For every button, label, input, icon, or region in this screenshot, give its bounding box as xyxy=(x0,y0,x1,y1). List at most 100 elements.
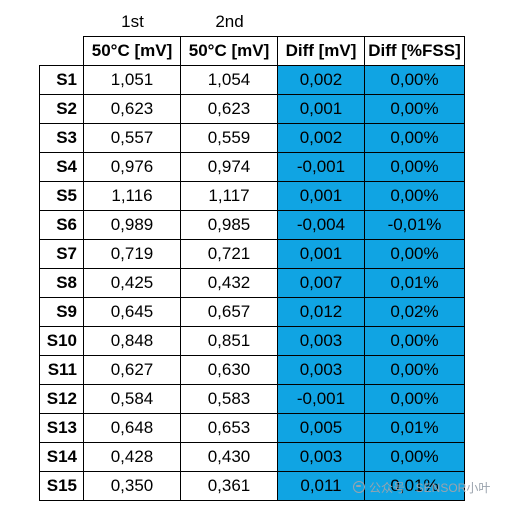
table-row: S9 0,645 0,657 0,012 0,02% xyxy=(39,297,465,327)
second-value: 0,657 xyxy=(180,297,278,327)
second-value: 0,721 xyxy=(180,239,278,269)
table-row: S4 0,976 0,974 -0,001 0,00% xyxy=(39,152,465,182)
sensor-label: S10 xyxy=(39,326,84,356)
sensor-label: S12 xyxy=(39,384,84,414)
table-row: S14 0,428 0,430 0,003 0,00% xyxy=(39,442,465,472)
second-value: 1,117 xyxy=(180,181,278,211)
corner-cell xyxy=(39,36,84,66)
sensor-label: S2 xyxy=(39,94,84,124)
second-value: 0,851 xyxy=(180,326,278,356)
table-row: S5 1,116 1,117 0,001 0,00% xyxy=(39,181,465,211)
diff-fss-value: 0,00% xyxy=(364,355,465,385)
diff-fss-value: -0,01% xyxy=(364,210,465,240)
diff-mv-value: 0,003 xyxy=(277,442,365,472)
sensor-label: S8 xyxy=(39,268,84,298)
diff-mv-value: 0,005 xyxy=(277,413,365,443)
diff-fss-value: 0,00% xyxy=(364,384,465,414)
diff-mv-value: -0,001 xyxy=(277,152,365,182)
first-value: 0,719 xyxy=(83,239,181,269)
group-header-2nd: 2nd xyxy=(215,12,244,31)
first-value: 0,584 xyxy=(83,384,181,414)
diff-mv-value: 0,012 xyxy=(277,297,365,327)
table-row: S6 0,989 0,985 -0,004 -0,01% xyxy=(39,210,465,240)
first-value: 0,350 xyxy=(83,471,181,501)
diff-fss-value: 0,00% xyxy=(364,94,465,124)
diff-fss-value: 0,00% xyxy=(364,65,465,95)
first-value: 0,648 xyxy=(83,413,181,443)
table-row: S8 0,425 0,432 0,007 0,01% xyxy=(39,268,465,298)
first-value: 0,989 xyxy=(83,210,181,240)
first-value: 0,428 xyxy=(83,442,181,472)
first-value: 0,557 xyxy=(83,123,181,153)
table-row: S12 0,584 0,583 -0,001 0,00% xyxy=(39,384,465,414)
second-value: 1,054 xyxy=(180,65,278,95)
col-header-diff-mv: Diff [mV] xyxy=(277,36,365,66)
header-row: 50°C [mV] 50°C [mV] Diff [mV] Diff [%FSS… xyxy=(39,36,465,66)
diff-mv-value: 0,011 xyxy=(277,471,365,501)
diff-fss-value: 0,00% xyxy=(364,181,465,211)
watermark-text: 公众号 · SENSOR小叶 xyxy=(369,480,491,495)
sensor-label: S13 xyxy=(39,413,84,443)
second-value: 0,583 xyxy=(180,384,278,414)
sensor-label: S3 xyxy=(39,123,84,153)
diff-fss-value: 0,01% xyxy=(364,268,465,298)
sensor-label: S1 xyxy=(39,65,84,95)
first-value: 0,848 xyxy=(83,326,181,356)
diff-mv-value: 0,001 xyxy=(277,181,365,211)
measurement-table: 50°C [mV] 50°C [mV] Diff [mV] Diff [%FSS… xyxy=(39,36,465,501)
first-value: 0,623 xyxy=(83,94,181,124)
first-value: 1,116 xyxy=(83,181,181,211)
table-row: S2 0,623 0,623 0,001 0,00% xyxy=(39,94,465,124)
second-value: 0,985 xyxy=(180,210,278,240)
second-value: 0,974 xyxy=(180,152,278,182)
diff-mv-value: 0,003 xyxy=(277,355,365,385)
first-value: 0,645 xyxy=(83,297,181,327)
chat-bubble-icon xyxy=(353,481,365,493)
table-row: S10 0,848 0,851 0,003 0,00% xyxy=(39,326,465,356)
sensor-label: S5 xyxy=(39,181,84,211)
second-value: 0,432 xyxy=(180,268,278,298)
diff-mv-value: 0,007 xyxy=(277,268,365,298)
sensor-label: S15 xyxy=(39,471,84,501)
diff-fss-value: 0,01% xyxy=(364,413,465,443)
table-row: S13 0,648 0,653 0,005 0,01% xyxy=(39,413,465,443)
sensor-label: S7 xyxy=(39,239,84,269)
diff-fss-value: 0,01% xyxy=(364,471,465,501)
sensor-label: S6 xyxy=(39,210,84,240)
second-value: 0,630 xyxy=(180,355,278,385)
diff-fss-value: 0,00% xyxy=(364,239,465,269)
table-body: S1 1,051 1,054 0,002 0,00% S2 0,623 0,62… xyxy=(39,65,465,501)
second-value: 0,430 xyxy=(180,442,278,472)
group-header-1st: 1st xyxy=(121,12,144,31)
diff-fss-value: 0,00% xyxy=(364,442,465,472)
diff-fss-value: 0,00% xyxy=(364,123,465,153)
group-header-row: 1st 2nd xyxy=(0,10,517,36)
diff-mv-value: 0,002 xyxy=(277,65,365,95)
col-header-first: 50°C [mV] xyxy=(83,36,181,66)
watermark: 公众号 · SENSOR小叶 xyxy=(353,478,490,496)
diff-mv-value: 0,001 xyxy=(277,94,365,124)
second-value: 0,361 xyxy=(180,471,278,501)
diff-fss-value: 0,00% xyxy=(364,152,465,182)
table-row: S1 1,051 1,054 0,002 0,00% xyxy=(39,65,465,95)
diff-mv-value: 0,003 xyxy=(277,326,365,356)
sensor-label: S9 xyxy=(39,297,84,327)
table-row: S3 0,557 0,559 0,002 0,00% xyxy=(39,123,465,153)
diff-mv-value: -0,004 xyxy=(277,210,365,240)
first-value: 0,976 xyxy=(83,152,181,182)
table-row: S7 0,719 0,721 0,001 0,00% xyxy=(39,239,465,269)
second-value: 0,559 xyxy=(180,123,278,153)
sensor-label: S4 xyxy=(39,152,84,182)
diff-fss-value: 0,00% xyxy=(364,326,465,356)
sensor-label: S11 xyxy=(39,355,84,385)
diff-fss-value: 0,02% xyxy=(364,297,465,327)
second-value: 0,623 xyxy=(180,94,278,124)
diff-mv-value: 0,001 xyxy=(277,239,365,269)
col-header-diff-fss: Diff [%FSS] xyxy=(364,36,465,66)
diff-mv-value: -0,001 xyxy=(277,384,365,414)
second-value: 0,653 xyxy=(180,413,278,443)
first-value: 0,627 xyxy=(83,355,181,385)
table-row: S11 0,627 0,630 0,003 0,00% xyxy=(39,355,465,385)
sensor-label: S14 xyxy=(39,442,84,472)
first-value: 0,425 xyxy=(83,268,181,298)
